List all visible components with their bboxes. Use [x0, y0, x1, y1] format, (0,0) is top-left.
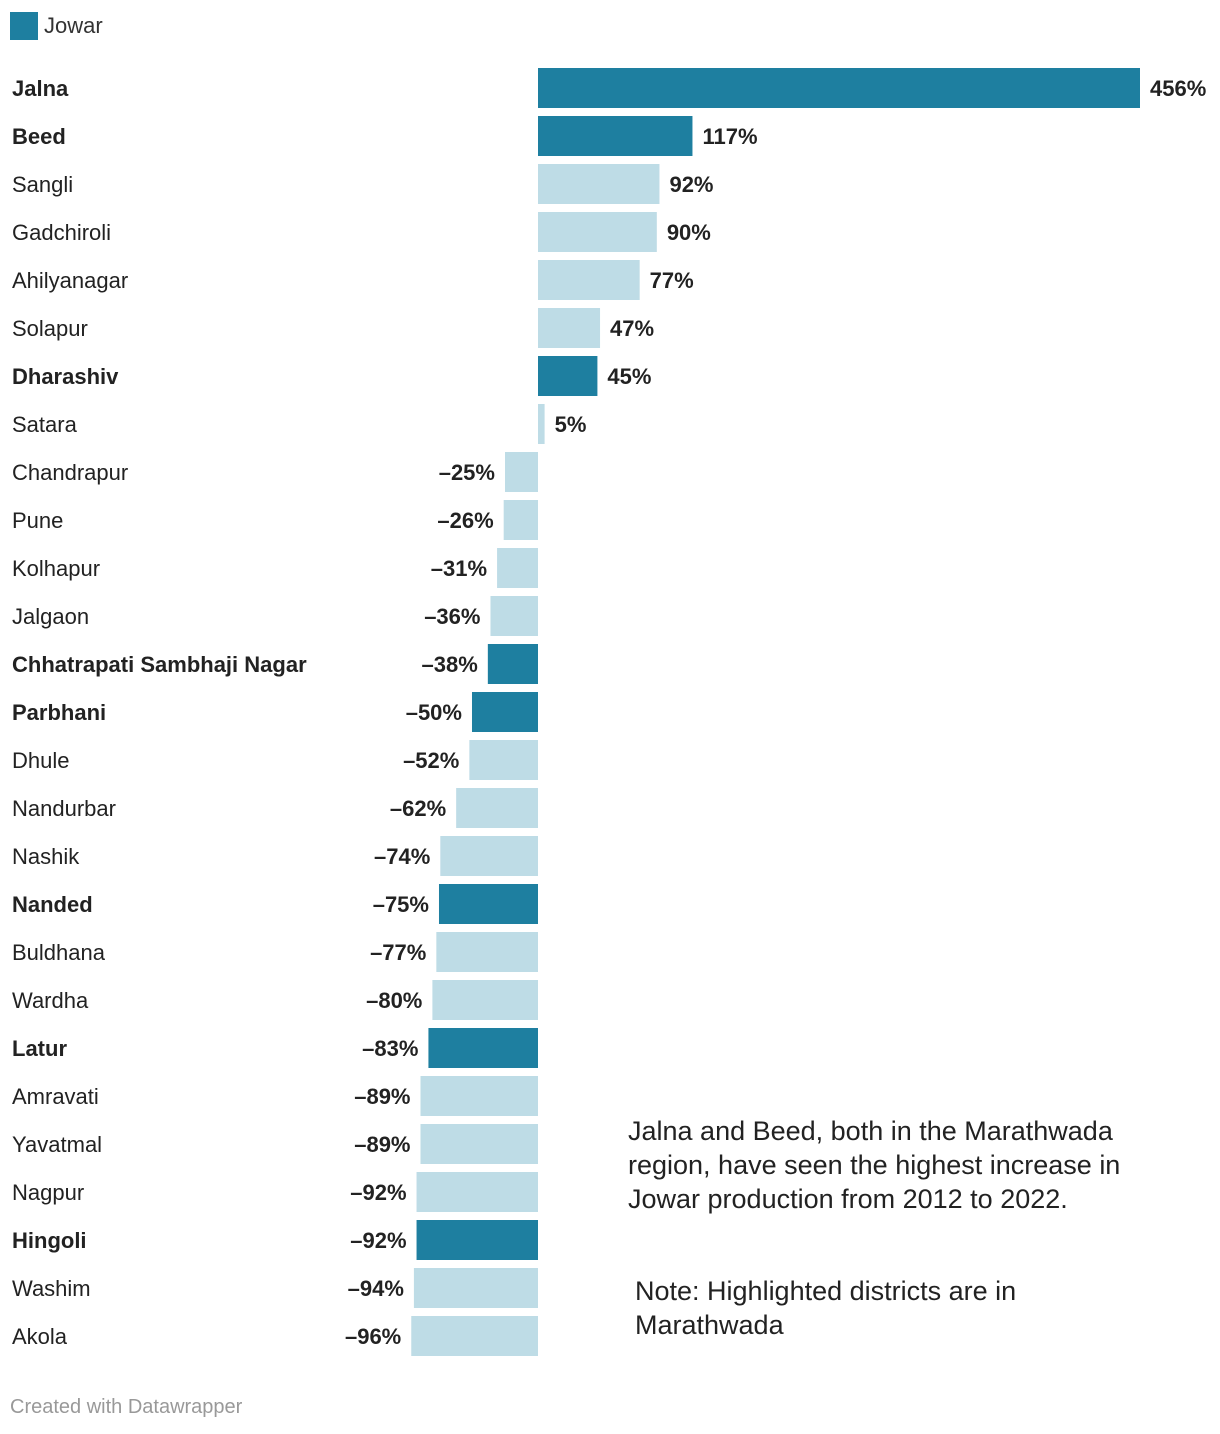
value-label-nanded: –75%	[373, 892, 429, 917]
category-label-gadchiroli: Gadchiroli	[12, 220, 111, 245]
bar-wardha	[432, 980, 538, 1020]
bar-latur	[428, 1028, 538, 1068]
legend-label-jowar: Jowar	[44, 13, 103, 38]
bar-kolhapur	[497, 548, 538, 588]
value-label-wardha: –80%	[366, 988, 422, 1013]
bar-chhatrapati-sambhaji-nagar	[487, 644, 538, 684]
category-label-solapur: Solapur	[12, 316, 88, 341]
value-label-gadchiroli: 90%	[667, 220, 711, 245]
value-label-yavatmal: –89%	[354, 1132, 410, 1157]
bar-nagpur	[416, 1172, 538, 1212]
value-label-chhatrapati-sambhaji-nagar: –38%	[422, 652, 478, 677]
category-label-wardha: Wardha	[12, 988, 89, 1013]
bar-dhule	[469, 740, 538, 780]
bar-nashik	[440, 836, 538, 876]
bar-washim	[413, 1268, 538, 1308]
annotation-note: Note: Highlighted districts are in Marat…	[635, 1276, 1017, 1340]
legend-swatch-jowar	[10, 12, 38, 40]
value-label-buldhana: –77%	[370, 940, 426, 965]
value-label-kolhapur: –31%	[431, 556, 487, 581]
category-label-jalna: Jalna	[12, 76, 69, 101]
bar-gadchiroli	[538, 212, 657, 252]
category-label-hingoli: Hingoli	[12, 1228, 87, 1253]
category-label-yavatmal: Yavatmal	[12, 1132, 102, 1157]
bar-beed	[538, 116, 693, 156]
value-label-pune: –26%	[437, 508, 493, 533]
bar-akola	[411, 1316, 538, 1356]
category-label-nagpur: Nagpur	[12, 1180, 84, 1205]
category-label-nashik: Nashik	[12, 844, 80, 869]
category-label-chhatrapati-sambhaji-nagar: Chhatrapati Sambhaji Nagar	[12, 652, 307, 677]
value-label-sangli: 92%	[669, 172, 713, 197]
category-label-beed: Beed	[12, 124, 66, 149]
category-label-dhule: Dhule	[12, 748, 69, 773]
category-label-parbhani: Parbhani	[12, 700, 106, 725]
value-label-chandrapur: –25%	[439, 460, 495, 485]
value-label-nagpur: –92%	[350, 1180, 406, 1205]
value-label-amravati: –89%	[354, 1084, 410, 1109]
bar-buldhana	[436, 932, 538, 972]
annotation-main: Jalna and Beed, both in the Marathwada r…	[628, 1116, 1121, 1214]
value-label-dharashiv: 45%	[607, 364, 651, 389]
category-label-jalgaon: Jalgaon	[12, 604, 89, 629]
bar-pune	[503, 500, 538, 540]
value-label-jalna: 456%	[1150, 76, 1206, 101]
value-label-nashik: –74%	[374, 844, 430, 869]
category-label-kolhapur: Kolhapur	[12, 556, 100, 581]
bar-chandrapur	[504, 452, 538, 492]
value-label-latur: –83%	[362, 1036, 418, 1061]
value-label-beed: 117%	[702, 124, 757, 149]
bar-sangli	[538, 164, 660, 204]
bar-jalna	[538, 68, 1140, 108]
category-label-akola: Akola	[12, 1324, 68, 1349]
value-label-akola: –96%	[345, 1324, 401, 1349]
bar-chart: Jalna 456% Beed 117% Sangli 92% Gadchiroli 90% A…	[12, 68, 1206, 1356]
legend: Jowar	[10, 12, 103, 40]
value-label-solapur: 47%	[610, 316, 654, 341]
bar-yavatmal	[420, 1124, 538, 1164]
value-label-dhule: –52%	[403, 748, 459, 773]
value-label-hingoli: –92%	[350, 1228, 406, 1253]
bar-nanded	[438, 884, 538, 924]
category-label-sangli: Sangli	[12, 172, 73, 197]
value-label-nandurbar: –62%	[390, 796, 446, 821]
category-label-satara: Satara	[12, 412, 78, 437]
category-label-washim: Washim	[12, 1276, 91, 1301]
value-label-satara: 5%	[555, 412, 587, 437]
value-label-jalgaon: –36%	[424, 604, 480, 629]
bar-solapur	[538, 308, 601, 348]
footer-credit[interactable]: Created with Datawrapper	[10, 1396, 243, 1418]
category-label-latur: Latur	[12, 1036, 67, 1061]
category-label-nanded: Nanded	[12, 892, 93, 917]
bar-nandurbar	[456, 788, 538, 828]
value-label-ahilyanagar: 77%	[650, 268, 694, 293]
value-label-parbhani: –50%	[406, 700, 462, 725]
category-label-chandrapur: Chandrapur	[12, 460, 128, 485]
category-label-pune: Pune	[12, 508, 63, 533]
category-label-ahilyanagar: Ahilyanagar	[12, 268, 128, 293]
bar-amravati	[420, 1076, 538, 1116]
bar-hingoli	[416, 1220, 538, 1260]
bar-parbhani	[471, 692, 538, 732]
category-label-nandurbar: Nandurbar	[12, 796, 116, 821]
category-label-buldhana: Buldhana	[12, 940, 106, 965]
bar-jalgaon	[490, 596, 538, 636]
bar-ahilyanagar	[538, 260, 640, 300]
bar-satara	[538, 404, 545, 444]
category-label-amravati: Amravati	[12, 1084, 99, 1109]
category-label-dharashiv: Dharashiv	[12, 364, 119, 389]
value-label-washim: –94%	[348, 1276, 404, 1301]
bar-dharashiv	[538, 356, 598, 396]
